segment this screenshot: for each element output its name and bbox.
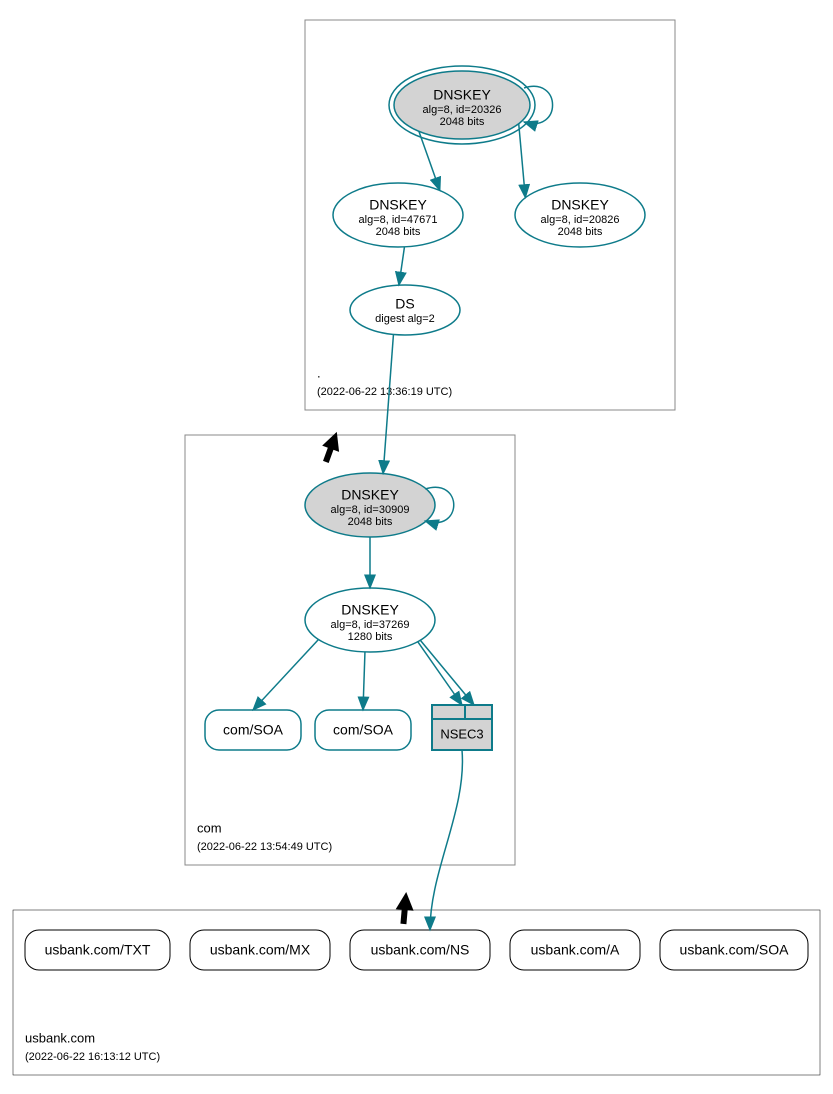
node-rr_ns: usbank.com/NS <box>350 930 490 970</box>
zone-timestamp-com: (2022-06-22 13:54:49 UTC) <box>197 841 332 853</box>
svg-text:usbank.com/MX: usbank.com/MX <box>210 942 311 958</box>
edge-e7 <box>363 652 365 710</box>
edge-e8b <box>420 640 474 705</box>
zone-label-root: . <box>317 365 321 380</box>
edge-e8 <box>418 642 462 705</box>
node-com_ksk: DNSKEYalg=8, id=309092048 bits <box>305 473 435 537</box>
svg-text:usbank.com/TXT: usbank.com/TXT <box>45 942 151 958</box>
svg-text:digest alg=2: digest alg=2 <box>375 313 435 325</box>
zone-transition-arrow <box>317 429 345 465</box>
zone-timestamp-root: (2022-06-22 13:36:19 UTC) <box>317 386 452 398</box>
edge-e9 <box>430 750 462 930</box>
svg-text:2048 bits: 2048 bits <box>348 516 393 528</box>
svg-text:DNSKEY: DNSKEY <box>341 602 399 618</box>
svg-text:NSEC3: NSEC3 <box>440 726 483 741</box>
svg-text:2048 bits: 2048 bits <box>558 226 603 238</box>
svg-text:usbank.com/SOA: usbank.com/SOA <box>680 942 790 958</box>
svg-text:2048 bits: 2048 bits <box>440 116 485 128</box>
node-root_ds: DSdigest alg=2 <box>350 285 460 335</box>
svg-text:DNSKEY: DNSKEY <box>369 197 427 213</box>
svg-text:DNSKEY: DNSKEY <box>551 197 609 213</box>
node-root_zsk2: DNSKEYalg=8, id=208262048 bits <box>515 183 645 247</box>
svg-text:DNSKEY: DNSKEY <box>341 487 399 503</box>
node-rr_soa: usbank.com/SOA <box>660 930 808 970</box>
edge-e4 <box>383 334 393 473</box>
svg-text:usbank.com/A: usbank.com/A <box>531 942 620 958</box>
node-soa2: com/SOA <box>315 710 411 750</box>
node-root_zsk1: DNSKEYalg=8, id=476712048 bits <box>333 183 463 247</box>
zone-timestamp-leaf: (2022-06-22 16:13:12 UTC) <box>25 1051 160 1063</box>
zone-label-com: com <box>197 820 222 835</box>
node-nsec3: NSEC3 <box>432 705 492 750</box>
svg-text:2048 bits: 2048 bits <box>376 226 421 238</box>
node-root_ksk: DNSKEYalg=8, id=203262048 bits <box>389 66 535 144</box>
node-rr_mx: usbank.com/MX <box>190 930 330 970</box>
node-rr_a: usbank.com/A <box>510 930 640 970</box>
zone-label-leaf: usbank.com <box>25 1030 95 1045</box>
edge-e2 <box>519 124 526 198</box>
svg-text:alg=8, id=30909: alg=8, id=30909 <box>331 504 410 516</box>
svg-text:DS: DS <box>395 296 414 312</box>
svg-text:alg=8, id=37269: alg=8, id=37269 <box>331 619 410 631</box>
svg-text:usbank.com/NS: usbank.com/NS <box>371 942 470 958</box>
svg-text:com/SOA: com/SOA <box>333 722 394 738</box>
dnssec-diagram: . (2022-06-22 13:36:19 UTC) com (2022-06-22… <box>0 0 833 1094</box>
node-soa1: com/SOA <box>205 710 301 750</box>
svg-text:DNSKEY: DNSKEY <box>433 87 491 103</box>
zone-transition-arrow <box>394 891 415 924</box>
node-rr_txt: usbank.com/TXT <box>25 930 170 970</box>
svg-text:alg=8, id=47671: alg=8, id=47671 <box>359 214 438 226</box>
edge-e3 <box>399 247 405 285</box>
edge-e6 <box>253 640 318 710</box>
svg-text:alg=8, id=20326: alg=8, id=20326 <box>423 104 502 116</box>
svg-text:1280 bits: 1280 bits <box>348 631 393 643</box>
svg-text:alg=8, id=20826: alg=8, id=20826 <box>541 214 620 226</box>
svg-text:com/SOA: com/SOA <box>223 722 284 738</box>
node-com_zsk: DNSKEYalg=8, id=372691280 bits <box>305 588 435 652</box>
